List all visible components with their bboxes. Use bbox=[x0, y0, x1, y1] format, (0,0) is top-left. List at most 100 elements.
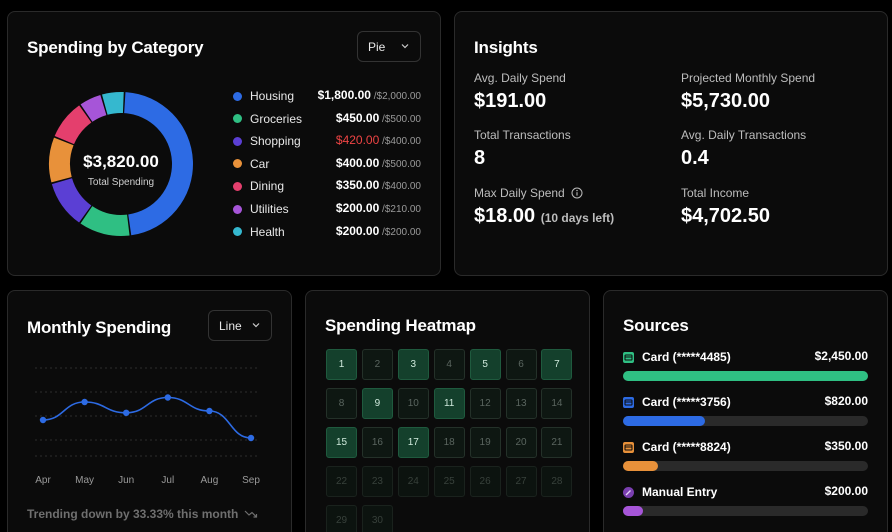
category-donut-chart[interactable] bbox=[46, 89, 196, 239]
legend-amount: $420.00 bbox=[335, 133, 380, 148]
legend-values: $450.00 /$500.00 bbox=[336, 111, 421, 125]
trending-down-icon bbox=[244, 510, 258, 518]
spending-heatmap-title: Spending Heatmap bbox=[325, 316, 476, 335]
legend-label: Health bbox=[250, 224, 285, 239]
source-bar-fill bbox=[623, 506, 644, 516]
heatmap-day-15[interactable]: 15 bbox=[326, 426, 357, 458]
heatmap-day-24[interactable]: 24 bbox=[397, 465, 429, 497]
heatmap-day-5[interactable]: 5 bbox=[469, 349, 501, 380]
heatmap-day-22[interactable]: 22 bbox=[326, 465, 357, 497]
data-point-aug[interactable] bbox=[206, 407, 213, 415]
data-point-apr[interactable] bbox=[39, 416, 47, 424]
legend-label: Dining bbox=[250, 179, 285, 194]
source-bar-track bbox=[623, 416, 868, 426]
legend-item-car[interactable]: Car $400.00 /$500.00 bbox=[233, 156, 423, 172]
source-item[interactable]: Card (*****4485) $2,450.00 bbox=[623, 349, 868, 365]
legend-dot bbox=[233, 114, 242, 124]
source-item[interactable]: Card (*****8824) $350.00 bbox=[623, 439, 868, 455]
heatmap-day-1[interactable]: 1 bbox=[326, 349, 357, 380]
heatmap-day-16[interactable]: 16 bbox=[361, 426, 393, 458]
heatmap-day-12[interactable]: 12 bbox=[469, 387, 501, 419]
heatmap-day-2[interactable]: 2 bbox=[361, 349, 393, 380]
donut-slice-groceries[interactable] bbox=[80, 206, 130, 236]
legend-budget: /$400.00 bbox=[379, 181, 421, 193]
source-item[interactable]: Card (*****3756) $820.00 bbox=[623, 394, 868, 410]
source-bar-track bbox=[623, 371, 868, 381]
data-point-sep[interactable] bbox=[247, 434, 255, 442]
x-tick-label: Aug bbox=[200, 475, 219, 486]
monthly-spending-title: Monthly Spending bbox=[27, 318, 172, 337]
heatmap-day-14[interactable]: 14 bbox=[541, 387, 573, 419]
heatmap-day-17[interactable]: 17 bbox=[397, 426, 429, 458]
source-amount: $350.00 bbox=[824, 439, 868, 453]
donut-slice-housing[interactable] bbox=[124, 92, 194, 236]
heatmap-day-13[interactable]: 13 bbox=[505, 387, 537, 419]
data-point-jun[interactable] bbox=[123, 409, 130, 416]
heatmap-day-3[interactable]: 3 bbox=[397, 349, 429, 380]
source-bar-track bbox=[623, 506, 868, 516]
heatmap-day-21[interactable]: 21 bbox=[541, 426, 573, 458]
heatmap-day-7[interactable]: 7 bbox=[541, 349, 573, 380]
legend-values: $1,800.00 /$2,000.00 bbox=[318, 88, 421, 102]
heatmap-day-9[interactable]: 9 bbox=[361, 387, 393, 419]
donut-slice-utilities[interactable] bbox=[80, 95, 107, 122]
monthly-view-select[interactable]: Line bbox=[208, 310, 272, 341]
x-tick-label: Sep bbox=[242, 475, 260, 486]
heatmap-day-11[interactable]: 11 bbox=[433, 387, 465, 419]
legend-budget: /$200.00 bbox=[379, 226, 421, 238]
donut-slice-car[interactable] bbox=[48, 137, 74, 183]
donut-slice-dining[interactable] bbox=[54, 105, 92, 145]
legend-item-housing[interactable]: Housing $1,800.00 /$2,000.00 bbox=[233, 88, 423, 104]
legend-budget: /$400.00 bbox=[379, 136, 421, 148]
card-icon bbox=[623, 396, 634, 408]
monthly-line-chart[interactable] bbox=[27, 356, 267, 466]
heatmap-day-8[interactable]: 8 bbox=[326, 387, 357, 419]
heatmap-day-20[interactable]: 20 bbox=[505, 426, 537, 458]
legend-item-health[interactable]: Health $200.00 /$200.00 bbox=[233, 224, 423, 240]
card-icon bbox=[623, 351, 634, 363]
heatmap-day-27[interactable]: 27 bbox=[505, 465, 537, 497]
heatmap-day-4[interactable]: 4 bbox=[433, 349, 465, 380]
legend-item-utilities[interactable]: Utilities $200.00 /$210.00 bbox=[233, 201, 423, 217]
legend-item-groceries[interactable]: Groceries $450.00 /$500.00 bbox=[233, 111, 423, 127]
legend-amount: $200.00 bbox=[335, 201, 380, 215]
avg-daily-transactions-label: Avg. Daily Transactions bbox=[681, 128, 807, 142]
chevron-down-icon bbox=[252, 323, 260, 328]
heatmap-day-6[interactable]: 6 bbox=[505, 349, 537, 380]
heatmap-day-25[interactable]: 25 bbox=[433, 465, 465, 497]
legend-amount: $350.00 bbox=[335, 178, 380, 193]
data-point-may[interactable] bbox=[81, 398, 88, 406]
projected-monthly-spend-value: $5,730.00 bbox=[681, 90, 770, 112]
legend-dot bbox=[233, 181, 242, 191]
total-income-label: Total Income bbox=[681, 186, 750, 200]
legend-amount: $200.00 bbox=[335, 223, 380, 238]
heatmap-day-26[interactable]: 26 bbox=[469, 465, 501, 497]
source-bar-fill bbox=[623, 416, 706, 426]
donut-slice-shopping[interactable] bbox=[51, 178, 92, 223]
heatmap-day-29[interactable]: 29 bbox=[326, 504, 357, 532]
heatmap-day-10[interactable]: 10 bbox=[397, 387, 429, 419]
legend-label: Housing bbox=[250, 89, 295, 103]
legend-item-shopping[interactable]: Shopping $420.00 /$400.00 bbox=[233, 133, 423, 149]
heatmap-day-19[interactable]: 19 bbox=[469, 426, 501, 458]
total-transactions-label: Total Transactions bbox=[474, 128, 571, 142]
info-icon[interactable] bbox=[571, 187, 583, 199]
category-view-select[interactable]: Pie bbox=[357, 31, 421, 62]
heatmap-day-28[interactable]: 28 bbox=[541, 465, 573, 497]
donut-slice-health[interactable] bbox=[102, 92, 124, 115]
max-daily-spend-value: $18.00 (10 days left) bbox=[474, 205, 614, 228]
heatmap-day-30[interactable]: 30 bbox=[361, 504, 393, 532]
source-item[interactable]: Manual Entry $200.00 bbox=[623, 484, 868, 500]
data-point-jul[interactable] bbox=[164, 394, 171, 401]
legend-values: $200.00 /$200.00 bbox=[336, 224, 421, 238]
max-daily-spend-label: Max Daily Spend bbox=[474, 186, 583, 200]
legend-item-dining[interactable]: Dining $350.00 /$400.00 bbox=[233, 178, 423, 194]
card-icon bbox=[623, 441, 634, 453]
insights-card bbox=[454, 11, 888, 276]
legend-amount: $400.00 bbox=[335, 155, 380, 170]
avg-daily-spend-label: Avg. Daily Spend bbox=[474, 71, 566, 85]
legend-budget: /$500.00 bbox=[379, 158, 421, 170]
heatmap-day-18[interactable]: 18 bbox=[433, 426, 465, 458]
legend-budget: /$2,000.00 bbox=[370, 91, 421, 102]
heatmap-day-23[interactable]: 23 bbox=[361, 465, 393, 497]
